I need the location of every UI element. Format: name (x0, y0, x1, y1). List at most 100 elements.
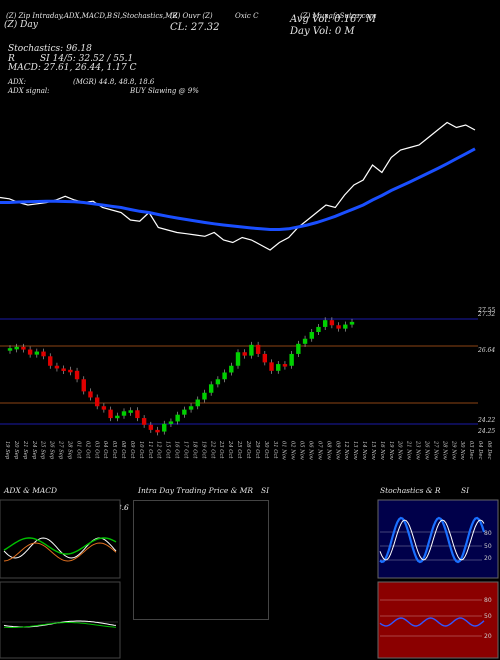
candle-body (94, 397, 100, 407)
candle-body (168, 421, 174, 424)
date-label: 19 Nov (388, 441, 394, 460)
candle-body (235, 352, 241, 366)
date-label: 12 Oct (156, 441, 162, 459)
price-axis-label: 27.32 (477, 311, 495, 318)
date-label: 23 Oct (218, 440, 224, 459)
candle-body (269, 362, 274, 371)
date-label: 29 Oct (254, 440, 260, 459)
date-label: 12 Nov (343, 441, 349, 460)
date-label: 05 Oct (111, 441, 117, 459)
date-label: 28 Nov (441, 440, 447, 460)
adx-label: ADX: (8, 78, 27, 86)
date-label: 31 Oct (272, 441, 278, 459)
candle-body (7, 348, 13, 351)
rsi-panel-box (377, 581, 499, 659)
header-title: (Z) Zip Intraday,ADX,MACD,B (6, 12, 113, 20)
rsi-tick-50: 50 (484, 613, 492, 620)
candle-body (349, 321, 355, 325)
adx-panel-values: ADX: 44.83 +DY: 48.84 -DY: 18.6 (4, 503, 129, 512)
macd-readout: MACD: 27.61, 26.44, 1.17 C (8, 63, 137, 73)
price-axis-label: 24.25 (477, 428, 495, 435)
date-label: 09 Oct (129, 441, 135, 459)
candle-body (343, 324, 348, 329)
candle-body (54, 365, 60, 369)
header-title-c: (Z) Ouvr (Z) (170, 12, 213, 20)
date-label: 04 Oct (102, 441, 108, 459)
date-label: 01 Nov (281, 441, 287, 460)
stoch-readout: Stochastics: 96.18 (8, 44, 92, 54)
price-axis-label: 26.64 (477, 347, 495, 354)
date-label: 18 Oct (191, 441, 197, 459)
header-date: (Z) Day (4, 20, 38, 30)
candle-body (115, 415, 120, 419)
date-label: 03 Dec (468, 441, 474, 459)
date-label: 27 Sep (58, 440, 64, 460)
candle-body (121, 411, 127, 416)
candle-body (229, 365, 234, 373)
date-label: 01 Oct (75, 441, 81, 459)
stoch-d-line (379, 519, 485, 561)
adx-line (3, 537, 117, 559)
candle-body (27, 349, 33, 355)
candle-body (141, 418, 147, 425)
minus-di-line (3, 542, 117, 562)
rsi-label: R (8, 54, 15, 64)
candle-body (208, 384, 214, 393)
candle-body (255, 344, 261, 354)
date-label: 16 Nov (379, 441, 385, 460)
macd-panel-box (0, 581, 121, 659)
macd-line (3, 620, 117, 628)
date-label: 20 Nov (397, 440, 403, 460)
header-title-d: Oxic C (235, 12, 259, 20)
date-label: 02 Oct (84, 441, 90, 459)
candle-body (68, 369, 73, 373)
candle-body (242, 352, 247, 356)
candle-body (162, 423, 167, 432)
candle-body (34, 351, 40, 355)
candle-body (88, 391, 93, 398)
date-label: 13 Nov (352, 441, 358, 460)
macd-signal-line (3, 622, 117, 628)
date-label: 08 Oct (120, 441, 126, 459)
rsi-tick-80: 80 (484, 597, 492, 604)
date-label: 25 Sep (40, 440, 46, 460)
stoch-panel-title: Stochastics & R (380, 486, 441, 495)
candle-body (108, 409, 113, 419)
date-label: 20 Sep (13, 440, 19, 460)
date-label: 11 Oct (147, 441, 153, 459)
candle-body (222, 372, 227, 380)
candle-body (296, 343, 301, 354)
candle-body (81, 379, 86, 392)
candle-body (262, 353, 268, 363)
stoch-panel-title2: SI (461, 486, 470, 495)
date-label: 24 Sep (31, 440, 37, 460)
candle-body (61, 368, 66, 371)
candle-body (101, 406, 107, 410)
date-label: 27 Nov (432, 440, 438, 460)
date-label: 05 Nov (299, 441, 305, 460)
candle-body (215, 379, 221, 385)
intraday-panel (133, 500, 269, 620)
candle-body (202, 392, 207, 400)
date-label: 30 Nov (459, 441, 465, 460)
date-label: 15 Oct (165, 441, 171, 459)
candle-body (249, 344, 254, 356)
stoch-panel-box (377, 499, 499, 579)
date-label: 15 Nov (370, 441, 376, 460)
stoch-tick-50: 50 (484, 543, 492, 550)
date-label: 23 Nov (415, 440, 421, 460)
date-label: 16 Oct (174, 441, 180, 459)
date-label: 26 Nov (424, 440, 430, 460)
candle-body (175, 414, 180, 422)
candle-body (148, 424, 154, 430)
candle-body (188, 406, 194, 410)
candle-body (21, 346, 26, 350)
candle-body (322, 320, 328, 327)
price-axis-label: 24.22 (477, 417, 495, 424)
candle-body (282, 364, 288, 367)
adx-panel-title: ADX & MACD (4, 486, 58, 495)
date-label: 30 Oct (263, 441, 269, 459)
candle-body (128, 410, 133, 413)
date-label: 06 Nov (308, 441, 314, 460)
